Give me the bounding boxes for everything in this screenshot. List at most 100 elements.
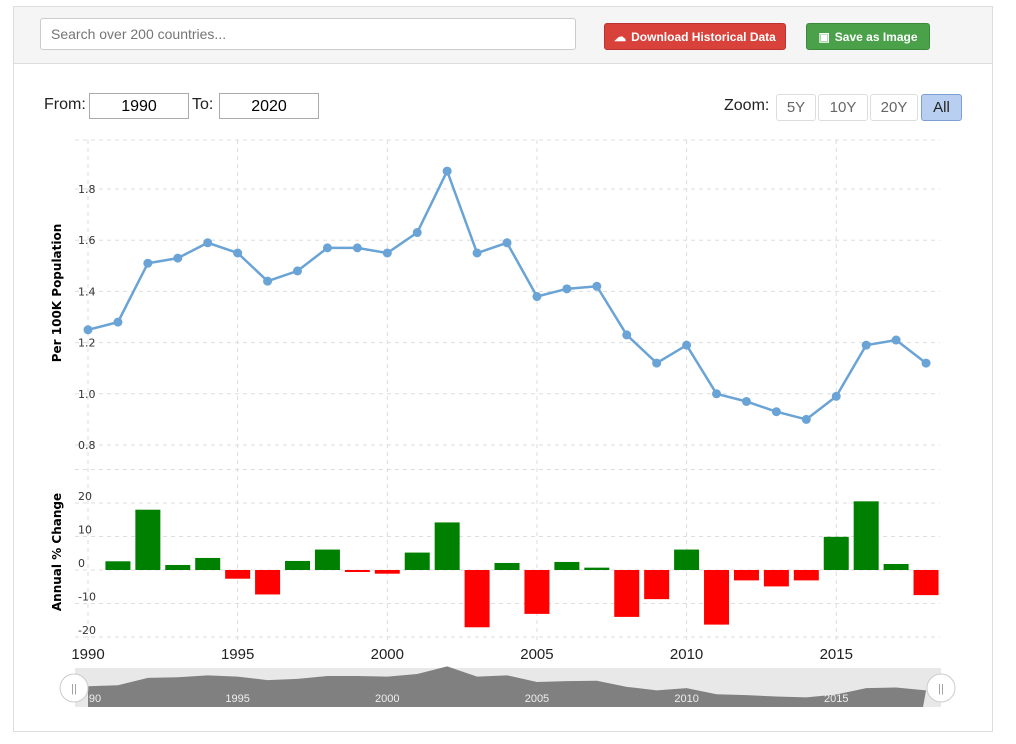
data-point [352,243,362,253]
navigator-handle-right[interactable] [926,673,956,703]
x-tick-label: 1990 [71,646,104,663]
series-line [87,167,927,421]
navigator-handle-grip-icon[interactable]: || [938,683,944,695]
x-tick-label: 2005 [520,646,553,663]
bar [494,562,520,570]
data-point [442,166,452,176]
zoom-10y-button[interactable]: 10Y [818,94,868,121]
y-tick-label: 1.0 [78,388,96,401]
navigator-handle-left[interactable] [59,673,89,703]
x-tick-label: 2015 [820,646,853,663]
y-axis-title: Annual % Change [50,493,64,611]
data-point [741,396,751,406]
bar [793,570,819,581]
data-point [113,317,123,327]
data-point [682,340,692,350]
y-tick-label: 0 [78,557,85,570]
bar [763,570,789,587]
to-label: To: [192,96,214,113]
data-point [562,284,572,294]
x-tick-label: 2010 [670,646,703,663]
navigator-tick-label: 2015 [824,693,848,705]
bar [374,570,400,574]
bar [135,509,161,570]
data-point [322,243,332,253]
bar [404,552,430,570]
download-label: Download Historical Data [631,29,776,44]
from-label: From: [44,96,86,113]
bar [225,570,251,579]
data-point [233,248,243,258]
data-point [502,238,512,248]
navigator-tick-label: 2010 [674,693,698,705]
navigator-series [88,666,927,707]
image-icon: ▣ [818,29,830,44]
bar [644,570,670,600]
bar [105,561,131,570]
bar [823,536,849,570]
bar [434,522,460,570]
bar [195,557,221,570]
save-as-image-button[interactable]: ▣ Save as Image [806,23,930,50]
data-point [921,358,931,368]
y-tick-label: 10 [78,524,92,537]
bar [165,564,191,570]
navigator-tick-label: 2005 [525,693,549,705]
bar [524,570,550,614]
cloud-download-icon: ☁ [614,29,627,44]
y-tick-label: 1.6 [78,234,96,247]
data-point [293,266,303,276]
y-tick-label: -10 [78,591,96,604]
toolbar: ☁ Download Historical Data ▣ Save as Image [14,7,992,64]
bar [733,570,759,581]
bar [554,561,580,570]
zoom-label: Zoom: [724,97,770,114]
y-axis-title: Per 100K Population [50,224,64,363]
bar [584,567,610,570]
data-point [801,414,811,424]
data-point [143,258,153,268]
y-tick-label: 0.8 [78,439,96,452]
y-tick-label: 20 [78,490,92,503]
data-point [83,325,93,335]
data-point [712,389,722,399]
zoom-20y-button[interactable]: 20Y [870,94,918,121]
data-point [412,228,422,238]
y-tick-label: 1.8 [78,183,96,196]
zoom-all-button[interactable]: All [921,94,962,121]
data-point [891,335,901,345]
to-year-input[interactable]: 2020 [219,93,319,119]
x-tick-label: 1995 [221,646,254,663]
data-point [263,276,273,286]
data-point [771,407,781,417]
chart-widget: ☁ Download Historical Data ▣ Save as Image… [13,6,993,732]
data-point [622,330,632,340]
navigator-handle-grip-icon[interactable]: || [71,683,77,695]
bar [344,570,370,573]
bar [704,570,730,625]
y-tick-label: 1.4 [78,285,96,298]
navigator-tick-label: 90 [89,693,101,705]
bar [255,570,281,595]
y-tick-label: -20 [78,624,96,637]
country-search-input[interactable] [40,18,576,50]
data-point [173,253,183,263]
bar [674,549,700,570]
data-point [831,391,841,401]
data-point [382,248,392,258]
navigator-tick-label: 2000 [375,693,399,705]
data-point [652,358,662,368]
data-point [532,292,542,302]
data-point [592,281,602,291]
download-historical-data-button[interactable]: ☁ Download Historical Data [604,23,786,50]
zoom-5y-button[interactable]: 5Y [776,94,816,121]
data-point [861,340,871,350]
navigator-tick-label: 1995 [225,693,249,705]
x-tick-label: 2000 [371,646,404,663]
data-point [203,238,213,248]
save-label: Save as Image [834,29,918,44]
bar [853,501,879,570]
from-year-input[interactable]: 1990 [89,93,189,119]
bar [913,570,939,596]
